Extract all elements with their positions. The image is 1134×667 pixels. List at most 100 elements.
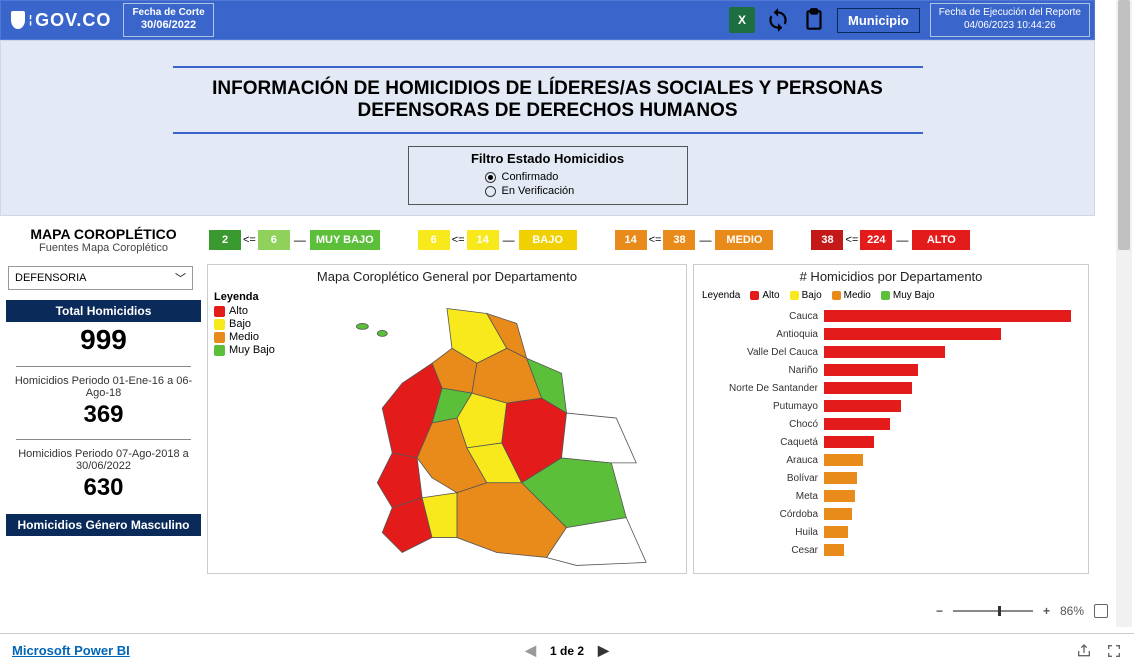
bar-row[interactable]: Bolívar <box>694 471 1078 485</box>
bar-label: Huila <box>694 527 824 538</box>
map-label-column: MAPA COROPLÉTICO Fuentes Mapa Coroplétic… <box>6 226 201 254</box>
municipio-button[interactable]: Municipio <box>837 8 920 33</box>
refresh-icon[interactable] <box>765 7 791 33</box>
filter-option-label: Confirmado <box>502 171 559 183</box>
map-legend-item: Medio <box>214 331 275 343</box>
dropdown-value: DEFENSORIA <box>15 272 87 284</box>
bar-fill <box>824 508 852 520</box>
powerbi-link[interactable]: Microsoft Power BI <box>12 643 130 658</box>
bar-fill <box>824 400 901 412</box>
radio-icon <box>485 186 496 197</box>
range-label-chip: BAJO <box>519 230 577 250</box>
top-header: ¦ GOV.CO Fecha de Corte 30/06/2022 X Mun… <box>0 0 1095 40</box>
bar-row[interactable]: Chocó <box>694 417 1078 431</box>
legend-label: Alto <box>762 290 779 301</box>
vertical-scrollbar[interactable] <box>1116 0 1132 627</box>
fullscreen-icon[interactable] <box>1106 643 1122 659</box>
bar-fill <box>824 418 890 430</box>
bar-fill <box>824 526 848 538</box>
bar-legend-label: Leyenda <box>702 290 740 301</box>
bar-fill <box>824 382 912 394</box>
bar-label: Cauca <box>694 311 824 322</box>
range-label-chip: MEDIO <box>715 230 773 250</box>
map-label: MAPA COROPLÉTICO <box>6 226 201 242</box>
shield-icon <box>11 11 25 29</box>
bar-row[interactable]: Valle Del Cauca <box>694 345 1078 359</box>
bar-label: Arauca <box>694 455 824 466</box>
bar-legend: Leyenda AltoBajoMedioMuy Bajo <box>694 288 1088 303</box>
pager: ◀ 1 de 2 ▶ <box>525 642 609 659</box>
report-title-box: INFORMACIÓN DE HOMICIDIOS DE LÍDERES/AS … <box>173 66 923 134</box>
content-row: DEFENSORIA ﹀ Total Homicidios 999 Homici… <box>0 264 1095 574</box>
bar-row[interactable]: Cauca <box>694 309 1078 323</box>
bar-track <box>824 454 1078 466</box>
bar-row[interactable]: Córdoba <box>694 507 1078 521</box>
zoom-slider[interactable] <box>953 610 1033 612</box>
legend-swatch <box>214 306 225 317</box>
top-icons: X Municipio <box>721 1 928 39</box>
fit-to-page-icon[interactable] <box>1094 604 1108 618</box>
legend-label: Muy Bajo <box>893 290 935 301</box>
bar-row[interactable]: Norte De Santander <box>694 381 1078 395</box>
zoom-percent: 86% <box>1060 604 1084 618</box>
fecha-corte-value: 30/06/2022 <box>132 19 204 32</box>
map-panel-title: Mapa Coroplético General por Departament… <box>208 265 686 288</box>
bar-fill <box>824 346 945 358</box>
bar-row[interactable]: Meta <box>694 489 1078 503</box>
map-sublabel: Fuentes Mapa Coroplético <box>6 242 201 254</box>
bar-track <box>824 310 1078 322</box>
filter-estado-box: Filtro Estado Homicidios Confirmado En V… <box>408 146 688 205</box>
bar-fill <box>824 544 844 556</box>
map-panel[interactable]: Mapa Coroplético General por Departament… <box>207 264 687 574</box>
zoom-out-button[interactable]: − <box>936 604 943 618</box>
page-next-button[interactable]: ▶ <box>598 642 609 659</box>
zoom-in-button[interactable]: + <box>1043 604 1050 618</box>
bottom-bar: Microsoft Power BI ◀ 1 de 2 ▶ <box>0 633 1134 667</box>
bar-panel[interactable]: # Homicidios por Departamento Leyenda Al… <box>693 264 1089 574</box>
filter-option-confirmado[interactable]: Confirmado <box>485 170 677 184</box>
bar-row[interactable]: Putumayo <box>694 399 1078 413</box>
legend-swatch <box>832 291 841 300</box>
bar-track <box>824 364 1078 376</box>
bar-row[interactable]: Nariño <box>694 363 1078 377</box>
bar-fill <box>824 310 1071 322</box>
genero-masculino-label: Homicidios Género Masculino <box>6 514 201 536</box>
page-prev-button[interactable]: ◀ <box>525 642 536 659</box>
bar-label: Córdoba <box>694 509 824 520</box>
bar-row[interactable]: Huila <box>694 525 1078 539</box>
bar-row[interactable]: Antioquia <box>694 327 1078 341</box>
fecha-ejecucion-box: Fecha de Ejecución del Reporte 04/06/202… <box>930 3 1090 37</box>
total-homicidios-label: Total Homicidios <box>6 300 201 322</box>
bar-fill <box>824 472 857 484</box>
bar-track <box>824 472 1078 484</box>
bar-fill <box>824 364 918 376</box>
bar-fill <box>824 328 1001 340</box>
bar-row[interactable]: Arauca <box>694 453 1078 467</box>
fuente-dropdown[interactable]: DEFENSORIA ﹀ <box>8 266 193 290</box>
bar-fill <box>824 436 874 448</box>
report-title: INFORMACIÓN DE HOMICIDIOS DE LÍDERES/AS … <box>173 68 923 132</box>
range-low-chip: 38 <box>811 230 843 250</box>
map-legend-item: Alto <box>214 305 275 317</box>
share-icon[interactable] <box>1076 643 1092 659</box>
periodo2-value: 630 <box>6 472 201 508</box>
legend-label: Muy Bajo <box>229 344 275 356</box>
legend-label: Alto <box>229 305 248 317</box>
range-high-chip: 224 <box>860 230 892 250</box>
bar-label: Antioquia <box>694 329 824 340</box>
legend-swatch <box>790 291 799 300</box>
range-low-chip: 2 <box>209 230 241 250</box>
bar-label: Chocó <box>694 419 824 430</box>
excel-icon[interactable]: X <box>729 7 755 33</box>
periodo1-label: Homicidios Periodo 01-Ene-16 a 06-Ago-18 <box>6 371 201 399</box>
bar-row[interactable]: Cesar <box>694 543 1078 557</box>
bar-label: Nariño <box>694 365 824 376</box>
legend-swatch <box>214 345 225 356</box>
filter-option-verificacion[interactable]: En Verificación <box>485 184 677 198</box>
bar-track <box>824 436 1078 448</box>
bar-row[interactable]: Caquetá <box>694 435 1078 449</box>
periodo1-value: 369 <box>6 399 201 435</box>
range-high-chip: 38 <box>663 230 695 250</box>
total-homicidios-value: 999 <box>6 322 201 362</box>
clipboard-icon[interactable] <box>801 7 827 33</box>
